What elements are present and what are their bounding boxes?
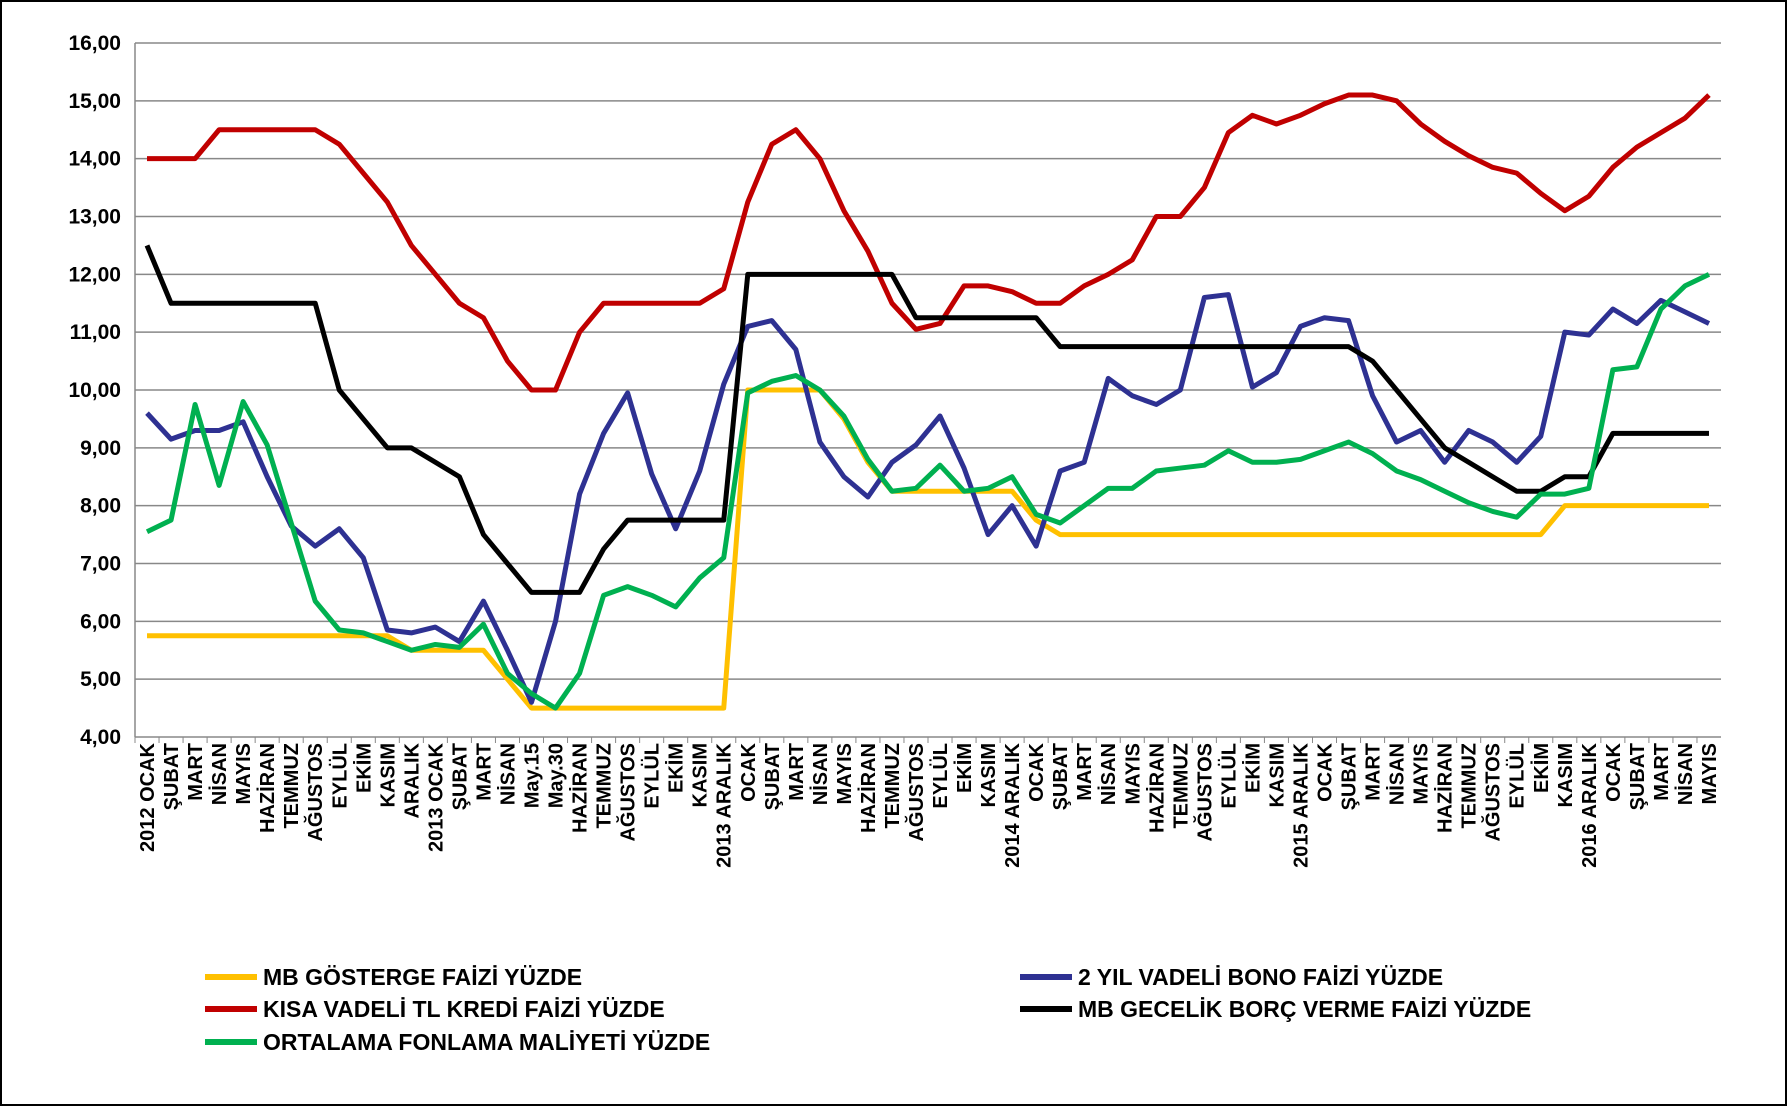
y-tick-label: 11,00 [70, 321, 121, 344]
x-tick-label: AĞUSTOS [1481, 743, 1505, 842]
x-tick-label: MART [185, 743, 207, 801]
x-tick-label: AĞUSTOS [303, 743, 327, 842]
y-tick-label: 16,00 [68, 32, 121, 55]
y-tick-label: 9,00 [80, 437, 121, 460]
x-tick-label: EKİM [665, 743, 688, 793]
series-line [144, 244, 1709, 595]
x-tick-label: ŞUBAT [449, 743, 471, 810]
x-tick-label: EYLÜL [1217, 743, 1240, 809]
x-tick-label: TEMMUZ [1459, 743, 1481, 829]
y-tick-label: 4,00 [80, 726, 121, 749]
y-tick-label: 12,00 [68, 263, 121, 286]
x-tick-label: MART [473, 743, 495, 801]
x-tick-label: NİSAN [1097, 743, 1120, 805]
y-tick-label: 8,00 [80, 495, 121, 518]
x-tick-label: EYLÜL [929, 743, 952, 809]
x-tick-label: MAYIS [1411, 743, 1433, 805]
x-tick-label: TEMMUZ [281, 743, 303, 829]
x-tick-label: ŞUBAT [1339, 743, 1361, 810]
x-tick-label: EKİM [953, 743, 976, 793]
x-tick-label: AĞUSTOS [1192, 743, 1216, 842]
y-tick-label: 6,00 [80, 610, 121, 633]
x-tick-label: NİSAN [496, 743, 519, 805]
x-tick-label: 2012 OCAK [137, 742, 159, 851]
x-tick-label: NİSAN [809, 743, 832, 805]
x-tick-label: KASIM [690, 743, 712, 807]
series-line [147, 92, 1711, 393]
x-tick-label: KASIM [1266, 743, 1288, 807]
x-tick-label: EYLÜL [1506, 743, 1529, 809]
legend-label: 2 YIL VADELİ BONO FAİZİ YÜZDE [1078, 964, 1443, 990]
x-tick-label: HAZİRAN [1434, 743, 1457, 833]
x-tick-label: KASIM [978, 743, 1000, 807]
x-tick-label: AĞUSTOS [616, 743, 640, 842]
x-tick-label: AĞUSTOS [904, 743, 928, 842]
x-tick-label: NİSAN [208, 743, 231, 805]
series-line [145, 272, 1711, 711]
x-tick-label: MAYIS [1699, 743, 1721, 805]
legend-label: KISA VADELİ TL KREDİ FAİZİ YÜZDE [263, 996, 665, 1022]
series-line [145, 292, 1711, 705]
x-tick-label: MART [1651, 743, 1673, 801]
x-tick-label: EKİM [1530, 743, 1553, 793]
x-tick-label: HAZİRAN [1145, 743, 1168, 833]
x-tick-label: ŞUBAT [1050, 743, 1072, 810]
y-tick-label: 10,00 [68, 379, 121, 402]
x-tick-label: EKİM [1241, 743, 1264, 793]
y-tick-label: 7,00 [80, 553, 121, 576]
x-tick-label: MART [1074, 743, 1096, 801]
x-tick-label: KASIM [377, 743, 399, 807]
x-tick-label: 2013 OCAK [425, 742, 447, 851]
y-tick-label: 5,00 [80, 668, 121, 691]
x-tick-label: 2016 ARALIK [1579, 742, 1601, 867]
x-tick-label: MAYIS [1122, 743, 1144, 805]
y-tick-label: 15,00 [68, 90, 121, 113]
x-tick-label: ŞUBAT [762, 743, 784, 810]
x-tick-label: HAZİRAN [569, 743, 592, 833]
x-tick-label: ŞUBAT [161, 743, 183, 810]
y-tick-label: 13,00 [68, 206, 121, 229]
x-tick-label: HAZİRAN [256, 743, 279, 833]
x-tick-label: OCAK [1315, 742, 1337, 801]
legend-label: ORTALAMA FONLAMA MALİYETİ YÜZDE [263, 1029, 710, 1055]
x-tick-label: TEMMUZ [594, 743, 616, 829]
x-tick-label: NİSAN [1674, 743, 1697, 805]
x-tick-label: NİSAN [1386, 743, 1409, 805]
x-tick-label: OCAK [1603, 742, 1625, 801]
x-tick-label: ŞUBAT [1627, 743, 1649, 810]
x-tick-label: OCAK [1026, 742, 1048, 801]
x-tick-label: 2013 ARALIK [714, 742, 736, 867]
x-tick-label: 2015 ARALIK [1290, 742, 1312, 867]
x-tick-label: May.30 [546, 743, 568, 808]
x-tick-label: EYLÜL [328, 743, 351, 809]
x-tick-label: EYLÜL [641, 743, 664, 809]
x-tick-label: 2014 ARALIK [1002, 742, 1024, 867]
y-tick-label: 14,00 [68, 148, 121, 171]
x-tick-label: EKİM [352, 743, 375, 793]
legend-label: MB GECELİK BORÇ VERME FAİZİ YÜZDE [1078, 996, 1531, 1022]
x-tick-label: OCAK [738, 742, 760, 801]
x-tick-label: MART [786, 743, 808, 801]
x-tick-label: MAYIS [233, 743, 255, 805]
x-tick-label: HAZİRAN [857, 743, 880, 833]
x-tick-label: ARALIK [401, 742, 423, 818]
x-tick-label: TEMMUZ [1170, 743, 1192, 829]
legend-label: MB GÖSTERGE FAİZİ YÜZDE [263, 964, 582, 990]
x-tick-label: TEMMUZ [882, 743, 904, 829]
x-tick-label: MART [1363, 743, 1385, 801]
x-tick-label: MAYIS [834, 743, 856, 805]
x-tick-label: KASIM [1555, 743, 1577, 807]
x-tick-label: May.15 [522, 743, 544, 808]
